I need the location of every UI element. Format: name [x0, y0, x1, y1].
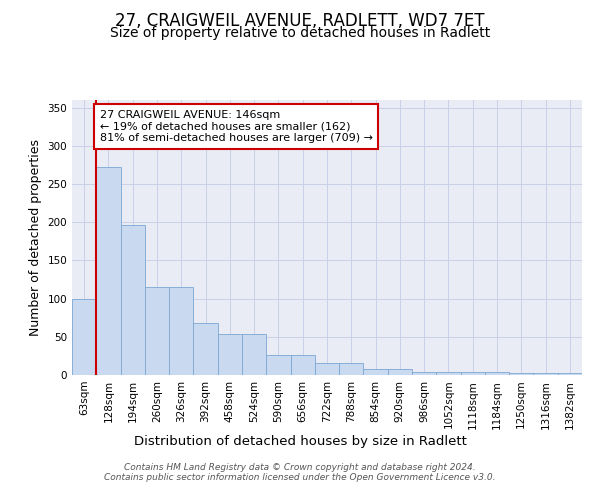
Bar	[290, 355, 315, 375]
Bar	[193, 323, 218, 375]
Text: 27 CRAIGWEIL AVENUE: 146sqm
← 19% of detached houses are smaller (162)
81% of se: 27 CRAIGWEIL AVENUE: 146sqm ← 19% of det…	[100, 110, 373, 143]
Bar	[121, 226, 145, 375]
Bar	[558, 372, 582, 375]
Bar	[72, 298, 96, 375]
Bar	[266, 355, 290, 375]
Bar	[509, 374, 533, 375]
Bar	[218, 334, 242, 375]
Bar	[485, 372, 509, 375]
Bar	[388, 369, 412, 375]
Bar	[169, 287, 193, 375]
Text: Size of property relative to detached houses in Radlett: Size of property relative to detached ho…	[110, 26, 490, 40]
Bar	[533, 372, 558, 375]
Bar	[242, 334, 266, 375]
Bar	[145, 287, 169, 375]
Text: Distribution of detached houses by size in Radlett: Distribution of detached houses by size …	[134, 435, 466, 448]
Bar	[436, 372, 461, 375]
Bar	[461, 372, 485, 375]
Bar	[412, 372, 436, 375]
Bar	[96, 167, 121, 375]
Bar	[339, 363, 364, 375]
Text: Contains HM Land Registry data © Crown copyright and database right 2024.
Contai: Contains HM Land Registry data © Crown c…	[104, 463, 496, 482]
Bar	[315, 363, 339, 375]
Bar	[364, 369, 388, 375]
Text: 27, CRAIGWEIL AVENUE, RADLETT, WD7 7ET: 27, CRAIGWEIL AVENUE, RADLETT, WD7 7ET	[115, 12, 485, 30]
Y-axis label: Number of detached properties: Number of detached properties	[29, 139, 42, 336]
